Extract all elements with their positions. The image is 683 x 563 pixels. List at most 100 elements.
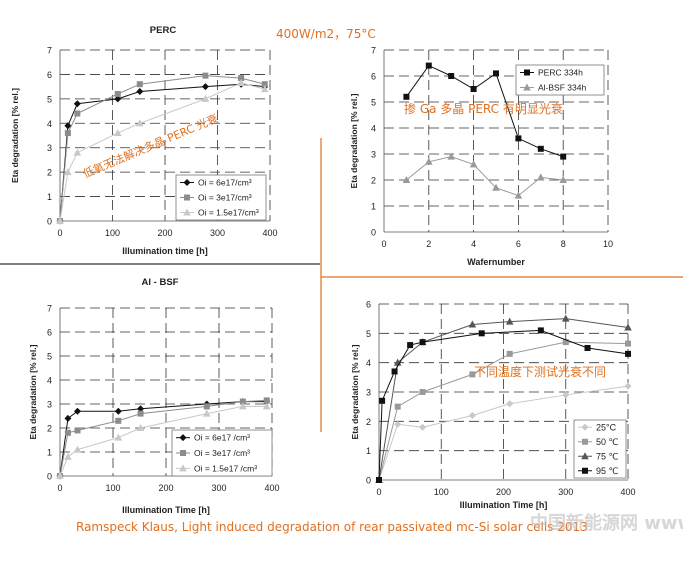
y-tick-label: 3 [371,150,376,160]
y-tick-label: 5 [371,98,376,108]
y-tick-label: 7 [371,46,376,56]
y-tick-label: 2 [47,424,52,434]
y-tick-label: 3 [366,388,371,398]
legend-label: Al-BSF 334h [538,83,586,93]
watermark: 中国新能源网 www.NE21.com [530,512,683,534]
data-point [506,400,514,408]
data-point [537,173,545,181]
x-tick-label: 300 [211,483,226,493]
data-point [137,405,145,413]
data-point [73,148,82,156]
legend-marker [523,83,531,91]
data-point [237,78,245,86]
data-point [419,423,427,431]
y-tick-label: 6 [47,328,52,338]
data-point [260,85,269,93]
x-tick-label: 200 [496,487,511,497]
data-point [74,110,81,117]
y-tick-label: 1 [371,202,376,212]
y-tick-label: 5 [366,329,371,339]
data-point [506,350,513,357]
y-tick-label: 4 [366,358,371,368]
data-point [64,168,72,176]
data-point [202,72,209,79]
data-point [56,217,64,224]
y-tick-label: 6 [47,70,52,80]
legend: Oi = 6e17/cm³ Oi = 3e17/cm³ Oi = 1.5e17/cm… [175,174,267,221]
data-point [203,409,211,417]
y-tick-label: 5 [47,94,52,104]
data-point [73,445,82,453]
legend-label: PERC 334h [538,68,583,78]
legend-box [515,64,605,96]
x-tick-label: 6 [516,239,521,249]
x-tick-label: 0 [376,487,381,497]
data-point [114,407,122,415]
x-axis-label: Wafernumber [467,257,525,267]
x-tick-label: 0 [381,239,386,249]
data-point [584,345,591,351]
x-tick-label: 300 [210,228,225,238]
data-point [115,417,122,424]
legend-label: Oi = 1.5e17 /cm³ [194,463,257,473]
legend-marker [582,467,588,474]
series-line-0 [405,64,564,158]
data-point [559,176,567,183]
series-line-1 [406,156,564,197]
data-point [263,397,270,404]
annotation-text: 不同温度下测试光衰不同 [474,364,606,379]
data-point [562,391,570,399]
data-point [239,398,246,405]
series-line-2 [59,82,265,222]
chart-temp: 0 1 2 3 4 5 6 0 100 200 300 400 Illumination Time [h… [350,300,636,511]
data-point [469,160,478,168]
y-tick-label: 3 [47,143,52,153]
y-tick-label: 2 [371,176,376,186]
legend-box [573,419,627,479]
y-axis-label: Eta degradation [% rel.] [350,344,360,439]
data-point [493,70,499,77]
y-axis-label: Eta degradation [% rel.] [10,88,20,183]
x-tick-label: 400 [262,228,277,238]
data-point [407,342,414,349]
data-point [419,339,426,346]
data-point [448,73,455,79]
chart-title: Al - BSF [142,277,179,288]
data-point [73,100,81,108]
legend-label: 75 ℃ [596,451,619,461]
data-point [64,130,71,137]
data-point [624,323,632,331]
data-point [514,191,523,199]
data-point [73,407,81,415]
x-tick-label: 400 [620,487,635,497]
legend: 25°C 50 ℃ 75 ℃ 95 ℃ [573,419,627,479]
data-point [64,122,72,130]
legend-marker [183,179,191,186]
data-point [379,397,386,404]
data-point [402,176,411,183]
data-point [625,340,631,347]
y-tick-label: 7 [47,304,52,314]
legend-label: Oi = 1.5e17/cm³ [198,208,259,218]
y-tick-label: 0 [47,472,52,482]
data-point [239,402,247,410]
y-tick-label: 7 [47,46,52,56]
legend: Oi = 6e17 /cm³ Oi = 3e17 /cm³ Oi = 1.5e17 … [171,429,273,477]
data-point [561,314,570,322]
data-point [478,330,485,337]
data-point [391,368,398,375]
data-point [515,135,522,142]
legend-label: 50 ℃ [596,437,619,447]
data-point [447,152,455,160]
y-tick-label: 3 [47,400,52,410]
y-tick-label: 4 [47,119,52,129]
legend-label: 25°C [596,422,617,432]
x-tick-label: 200 [157,228,172,238]
data-point [137,410,144,417]
legend-marker [524,69,530,76]
data-point [492,183,500,191]
x-tick-label: 300 [558,487,573,497]
y-tick-label: 0 [366,476,371,486]
footer-citation: Ramspeck Klaus, Light induced degradatio… [76,520,588,534]
